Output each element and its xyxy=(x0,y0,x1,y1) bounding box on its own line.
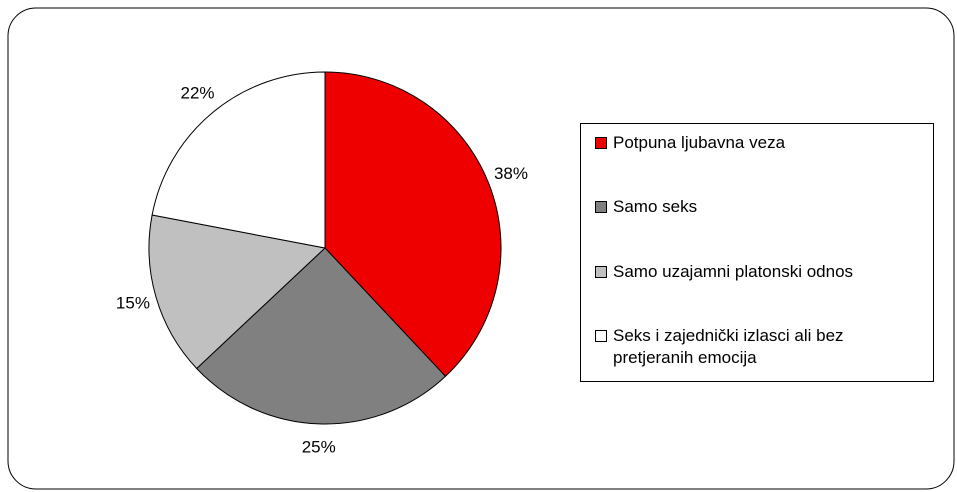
data-label: 38% xyxy=(494,164,528,183)
pie-slice xyxy=(195,247,447,425)
legend-item: Samo seks xyxy=(595,196,923,218)
legend-swatch xyxy=(595,137,607,149)
legend-label: Samo seks xyxy=(613,197,698,217)
legend-item: Seks i zajednički izlasci ali bez pretje… xyxy=(595,325,923,369)
legend-item: Samo uzajamni platonski odnos xyxy=(595,261,923,283)
pie-slice xyxy=(324,71,502,378)
legend-label: Potpuna ljubavna veza xyxy=(613,133,786,152)
pie-slice xyxy=(148,214,327,370)
legend-label: Seks i zajednički izlasci ali bez pretje… xyxy=(613,325,844,367)
frame xyxy=(7,7,955,490)
legend-swatch xyxy=(595,329,607,342)
legend-item: Potpuna ljubavna veza xyxy=(595,132,923,154)
data-label: 25% xyxy=(302,437,336,456)
data-label: 15% xyxy=(116,293,150,312)
pie xyxy=(148,71,502,425)
legend-label: Samo uzajamni platonski odnos xyxy=(613,261,854,281)
legend: Potpuna ljubavna veza Samo seks Samo uzaja… xyxy=(580,123,934,382)
legend-swatch xyxy=(595,201,607,214)
legend-swatch xyxy=(595,265,607,278)
data-label: 22% xyxy=(180,83,214,102)
pie-slice xyxy=(151,71,326,249)
